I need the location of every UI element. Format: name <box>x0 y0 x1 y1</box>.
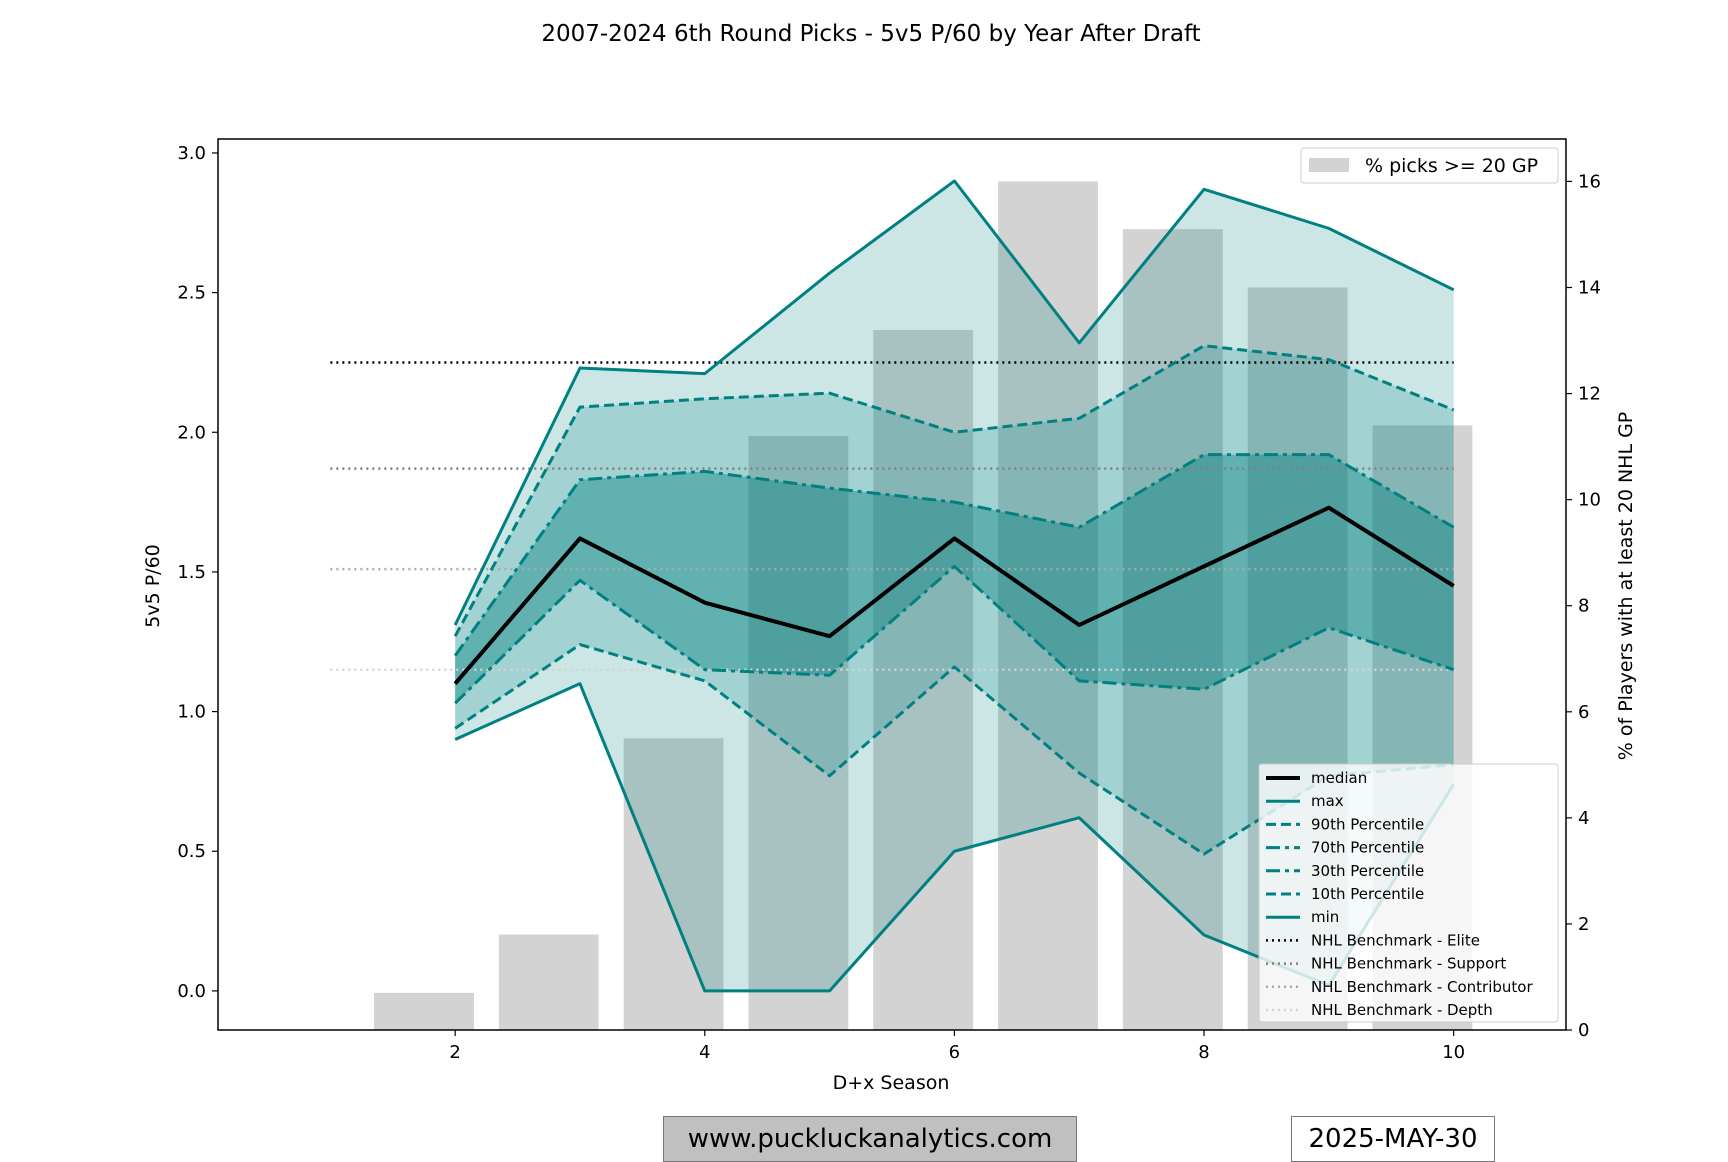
x-axis-label: D+x Season <box>833 1072 950 1094</box>
series-line <box>453 505 1455 685</box>
bar <box>623 738 724 1030</box>
y-axis-label: 5v5 P/60 <box>142 544 164 628</box>
legend-label: median <box>1311 769 1367 787</box>
legend-swatch-bars <box>1309 158 1349 172</box>
bar <box>873 329 974 1030</box>
website-label: www.puckluckanalytics.com <box>663 1116 1077 1162</box>
legend-label: NHL Benchmark - Contributor <box>1311 978 1533 996</box>
y2-tick-label: 16 <box>1578 171 1601 192</box>
y2-tick-label: 0 <box>1578 1020 1589 1041</box>
y-tick-label: 0.5 <box>177 841 206 862</box>
y2-tick-label: 4 <box>1578 808 1589 829</box>
legend-label: 30th Percentile <box>1311 862 1424 880</box>
y-tick-label: 1.0 <box>177 702 206 723</box>
legend-label: max <box>1311 792 1344 810</box>
bar <box>374 992 474 1030</box>
legend-label: 10th Percentile <box>1311 885 1424 903</box>
legend-label: NHL Benchmark - Elite <box>1311 931 1480 949</box>
legend-label: min <box>1311 908 1339 926</box>
legend-label: NHL Benchmark - Support <box>1311 955 1506 973</box>
y2-tick-label: 10 <box>1578 490 1601 511</box>
series-line <box>454 564 1455 705</box>
y-tick-label: 3.0 <box>177 143 206 164</box>
bars-legend: % picks >= 20 GP <box>1300 147 1559 184</box>
x-tick-label: 2 <box>449 1042 460 1063</box>
x-tick-label: 4 <box>699 1042 710 1063</box>
y-tick-label: 0.0 <box>177 981 206 1002</box>
x-tick-label: 6 <box>949 1042 960 1063</box>
legend-label: NHL Benchmark - Depth <box>1311 1001 1493 1019</box>
percentile-band <box>455 454 1454 704</box>
y-tick-label: 2.5 <box>177 283 206 304</box>
date-label: 2025-MAY-30 <box>1291 1116 1495 1162</box>
legend-frame <box>1258 763 1559 1023</box>
y2-axis-label: % of Players with at least 20 NHL GP <box>1615 412 1637 761</box>
main-legend: median max 90th Percentile 70th Percentile 3… <box>1258 763 1559 1023</box>
y-tick-label: 1.5 <box>177 562 206 583</box>
y-tick-label: 2.0 <box>177 422 206 443</box>
legend-frame <box>1300 147 1559 184</box>
y2-tick-label: 12 <box>1578 384 1601 405</box>
bar <box>498 934 599 1030</box>
series-line <box>453 179 1455 626</box>
series-line <box>453 453 1455 657</box>
chart-title: 2007-2024 6th Round Picks - 5v5 P/60 by … <box>541 21 1200 47</box>
y2-tick-label: 2 <box>1578 914 1589 935</box>
percentile-band <box>455 180 1454 991</box>
series-line <box>453 344 1455 637</box>
legend-label: 70th Percentile <box>1311 839 1424 857</box>
legend-label: % picks >= 20 GP <box>1365 155 1538 177</box>
bar <box>748 436 849 1030</box>
y2-tick-label: 14 <box>1578 278 1601 299</box>
x-tick-label: 10 <box>1442 1042 1465 1063</box>
y2-tick-label: 8 <box>1578 596 1589 617</box>
legend-label: 90th Percentile <box>1311 815 1424 833</box>
x-tick-label: 8 <box>1198 1042 1209 1063</box>
y2-tick-label: 6 <box>1578 702 1589 723</box>
plot-frame <box>217 138 1567 1031</box>
